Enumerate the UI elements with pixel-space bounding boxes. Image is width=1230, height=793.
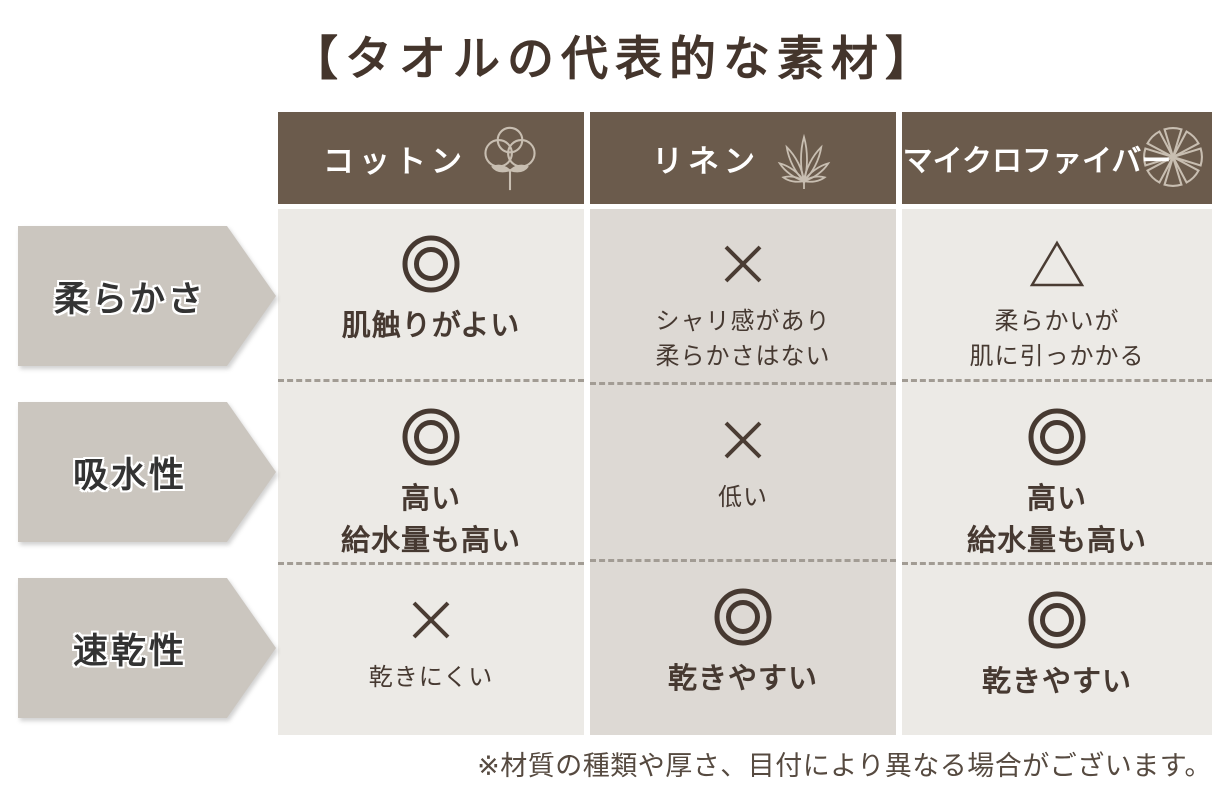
double-circle-icon: [1027, 587, 1087, 653]
column-label-cotton: コットン: [323, 143, 467, 179]
flax-leaf-icon: [774, 125, 834, 191]
row-label-text: 吸水性: [72, 455, 187, 495]
cross-icon: [409, 587, 453, 653]
cell-absorbency-microfiber: 高い 給水量も高い: [902, 382, 1212, 566]
column-linen: リネン: [590, 112, 896, 735]
column-header-cotton: コットン: [278, 112, 584, 204]
cell-text: 高い 給水量も高い: [340, 482, 521, 557]
row-label-absorbency: 吸水性: [18, 402, 276, 542]
triangle-icon: [1029, 231, 1085, 297]
arrow-shape: 速乾性: [18, 578, 276, 718]
cell-text: シャリ感があり 柔らかさはない: [655, 308, 831, 370]
double-circle-icon: [401, 404, 461, 470]
column-microfiber: マイクロファイバー: [902, 112, 1212, 735]
double-circle-icon: [713, 584, 773, 650]
cell-absorbency-cotton: 高い 給水量も高い: [278, 382, 584, 566]
row-label-quickdry: 速乾性: [18, 578, 276, 718]
double-circle-icon: [1027, 404, 1087, 470]
column-label-linen: リネン: [652, 143, 760, 179]
cell-quickdry-linen: 乾きやすい: [590, 562, 896, 735]
cell-text: 乾きにくい: [368, 664, 494, 692]
cell-text: 肌触りがよい: [341, 310, 521, 342]
column-body-cotton: 肌触りがよい 高い 給水量も高い: [278, 209, 584, 735]
cell-text: 乾きやすい: [981, 666, 1132, 699]
cell-softness-microfiber: 柔らかいが 肌に引っかかる: [902, 209, 1212, 382]
column-body-microfiber: 柔らかいが 肌に引っかかる 高い 給水量も高い: [902, 209, 1212, 735]
cell-text: 高い 給水量も高い: [966, 482, 1147, 557]
cross-icon: [721, 407, 765, 473]
row-label-softness: 柔らかさ: [18, 226, 276, 366]
cotton-boll-icon: [481, 124, 539, 192]
cell-quickdry-microfiber: 乾きやすい: [902, 565, 1212, 735]
row-label-text: 速乾性: [72, 631, 187, 671]
column-cotton: コットン 肌触りがよい: [278, 112, 584, 735]
double-circle-icon: [401, 231, 461, 297]
column-label-microfiber: マイクロファイバー: [902, 145, 1172, 178]
cross-icon: [721, 231, 765, 297]
arrow-shape: 柔らかさ: [18, 226, 276, 366]
footnote: ※材質の種類や厚さ、目付により異なる場合がございます。: [477, 751, 1212, 781]
cell-text: 低い: [718, 484, 768, 512]
page-title: 【タオルの代表的な素材】: [291, 32, 939, 85]
cell-text: 柔らかいが 肌に引っかかる: [969, 308, 1145, 370]
column-header-linen: リネン: [590, 112, 896, 204]
fiber-cross-section-icon: [1140, 124, 1206, 190]
cell-softness-cotton: 肌触りがよい: [278, 209, 584, 382]
cell-softness-linen: シャリ感があり 柔らかさはない: [590, 209, 896, 386]
cell-text: 乾きやすい: [667, 662, 818, 695]
column-body-linen: シャリ感があり 柔らかさはない 低い: [590, 209, 896, 735]
cell-quickdry-cotton: 乾きにくい: [278, 565, 584, 735]
column-header-microfiber: マイクロファイバー: [902, 112, 1212, 204]
cell-absorbency-linen: 低い: [590, 385, 896, 562]
row-label-text: 柔らかさ: [53, 279, 206, 319]
arrow-shape: 吸水性: [18, 402, 276, 542]
